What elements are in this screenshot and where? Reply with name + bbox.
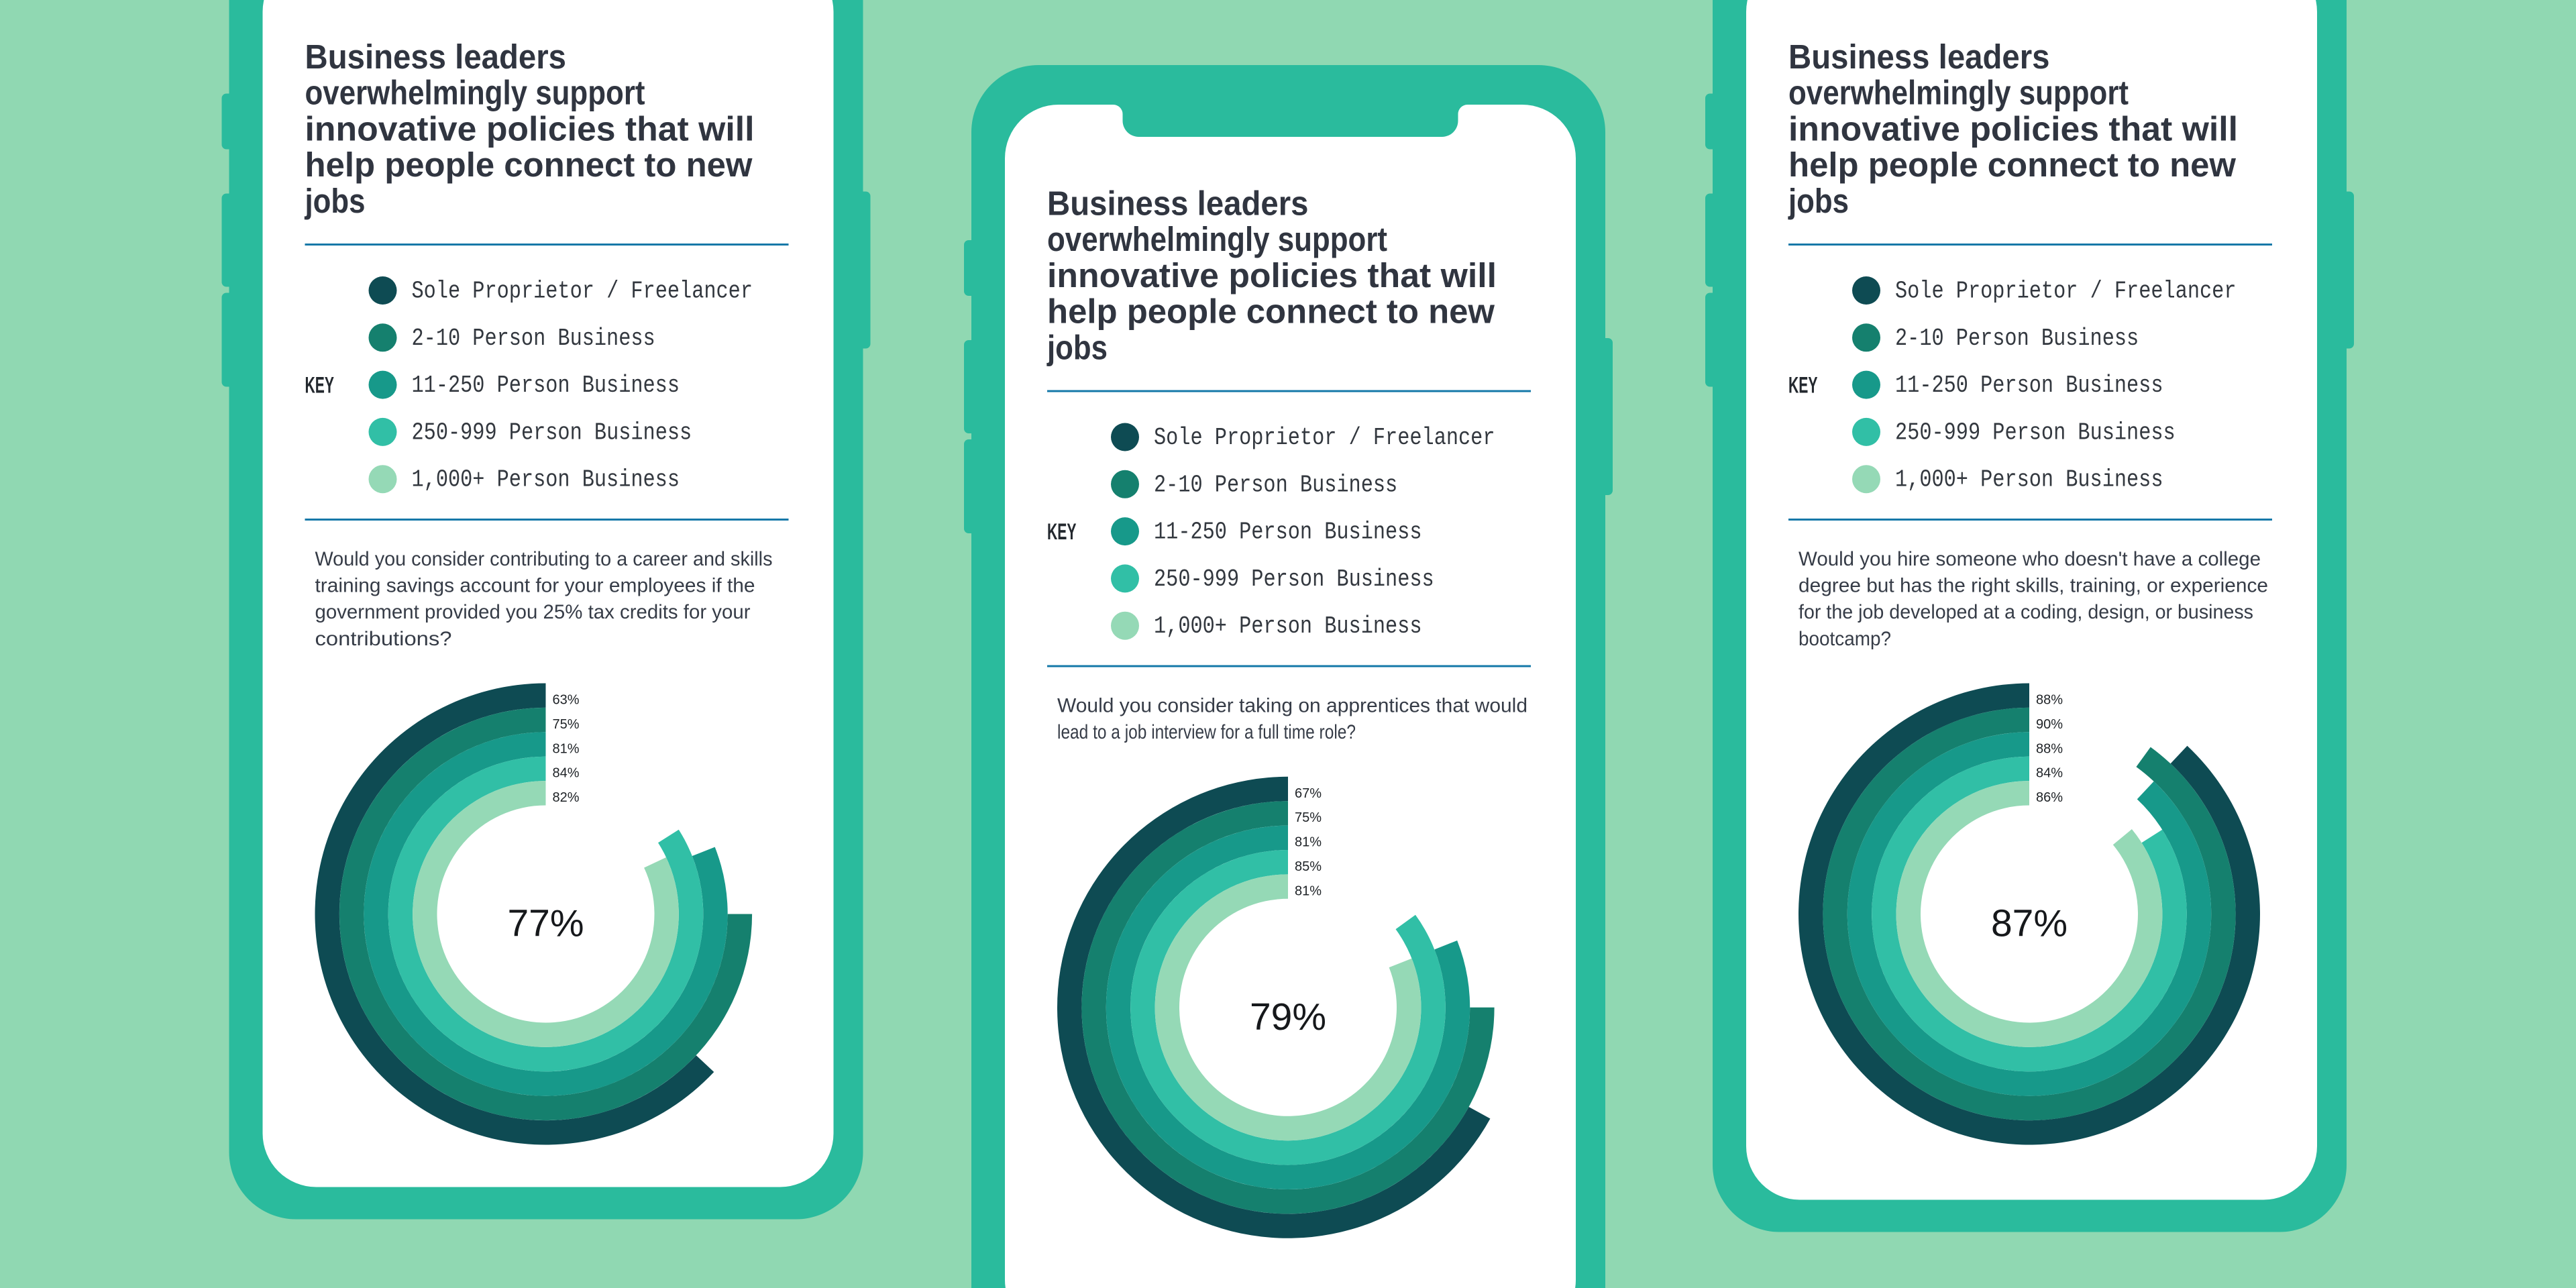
svg-text:63%: 63%: [553, 693, 580, 708]
svg-text:82%: 82%: [553, 790, 580, 805]
svg-text:84%: 84%: [553, 766, 580, 781]
svg-text:help people connect to new: help people connect to new: [1788, 146, 2236, 184]
svg-text:KEY: KEY: [1788, 373, 1818, 398]
svg-text:jobs: jobs: [305, 182, 366, 220]
svg-text:contributions?: contributions?: [315, 628, 452, 650]
svg-text:250-999 Person Business: 250-999 Person Business: [412, 419, 692, 446]
svg-text:government provided you 25% ta: government provided you 25% tax credits …: [315, 601, 751, 623]
svg-text:11-250 Person Business: 11-250 Person Business: [412, 372, 680, 399]
svg-text:2-10 Person Business: 2-10 Person Business: [1895, 325, 2139, 352]
svg-text:help people connect to new: help people connect to new: [305, 146, 753, 184]
svg-text:90%: 90%: [2036, 717, 2063, 732]
svg-text:75%: 75%: [1295, 810, 1322, 825]
svg-text:77%: 77%: [507, 902, 584, 945]
svg-text:81%: 81%: [1295, 883, 1322, 898]
svg-text:innovative policies that will: innovative policies that will: [305, 109, 755, 148]
svg-text:Would you consider contributin: Would you consider contributing to a car…: [315, 548, 773, 570]
svg-text:degree but has the right skill: degree but has the right skills, trainin…: [1799, 575, 2268, 597]
svg-text:overwhelmingly support: overwhelmingly support: [1047, 220, 1387, 258]
svg-text:Would you consider taking on a: Would you consider taking on apprentices…: [1057, 695, 1527, 717]
svg-text:81%: 81%: [553, 741, 580, 756]
svg-text:jobs: jobs: [1046, 328, 1108, 366]
svg-text:innovative policies that will: innovative policies that will: [1788, 109, 2238, 148]
svg-text:Sole Proprietor / Freelancer: Sole Proprietor / Freelancer: [1154, 424, 1495, 451]
svg-text:training savings account for y: training savings account for your employ…: [315, 575, 755, 597]
svg-text:Business leaders: Business leaders: [305, 38, 567, 76]
svg-text:overwhelmingly support: overwhelmingly support: [305, 74, 645, 112]
svg-text:79%: 79%: [1250, 996, 1326, 1038]
svg-text:jobs: jobs: [1788, 182, 1849, 220]
svg-text:KEY: KEY: [1047, 519, 1077, 545]
svg-text:87%: 87%: [1991, 902, 2068, 945]
svg-text:overwhelmingly support: overwhelmingly support: [1788, 74, 2129, 112]
svg-text:88%: 88%: [2036, 741, 2063, 756]
svg-text:Sole Proprietor / Freelancer: Sole Proprietor / Freelancer: [1895, 278, 2237, 305]
svg-text:Sole Proprietor / Freelancer: Sole Proprietor / Freelancer: [412, 278, 753, 305]
svg-text:250-999 Person Business: 250-999 Person Business: [1154, 566, 1434, 593]
svg-text:84%: 84%: [2036, 766, 2063, 781]
svg-text:1,000+ Person Business: 1,000+ Person Business: [1895, 466, 2163, 494]
svg-text:lead to a job interview for a: lead to a job interview for a full time …: [1057, 721, 1356, 743]
svg-text:1,000+ Person Business: 1,000+ Person Business: [1154, 612, 1422, 640]
svg-text:85%: 85%: [1295, 859, 1322, 874]
svg-text:Would you hire someone who doe: Would you hire someone who doesn't have …: [1799, 548, 2261, 570]
svg-text:Business leaders: Business leaders: [1047, 184, 1309, 223]
svg-text:2-10 Person Business: 2-10 Person Business: [1154, 471, 1397, 498]
svg-text:KEY: KEY: [305, 373, 335, 398]
svg-text:Business leaders: Business leaders: [1788, 38, 2050, 76]
svg-text:help people connect to new: help people connect to new: [1047, 292, 1495, 331]
svg-text:11-250 Person Business: 11-250 Person Business: [1154, 519, 1422, 546]
svg-text:88%: 88%: [2036, 693, 2063, 708]
svg-text:86%: 86%: [2036, 790, 2063, 805]
svg-text:11-250 Person Business: 11-250 Person Business: [1895, 372, 2163, 399]
svg-text:for the job developed at a cod: for the job developed at a coding, desig…: [1799, 601, 2253, 623]
svg-text:75%: 75%: [553, 717, 580, 732]
svg-text:250-999 Person Business: 250-999 Person Business: [1895, 419, 2176, 446]
svg-text:81%: 81%: [1295, 835, 1322, 850]
svg-text:2-10 Person Business: 2-10 Person Business: [412, 325, 655, 352]
svg-text:67%: 67%: [1295, 786, 1322, 801]
svg-text:innovative policies that will: innovative policies that will: [1047, 256, 1497, 294]
svg-text:bootcamp?: bootcamp?: [1799, 628, 1891, 650]
svg-text:1,000+ Person Business: 1,000+ Person Business: [412, 466, 680, 494]
